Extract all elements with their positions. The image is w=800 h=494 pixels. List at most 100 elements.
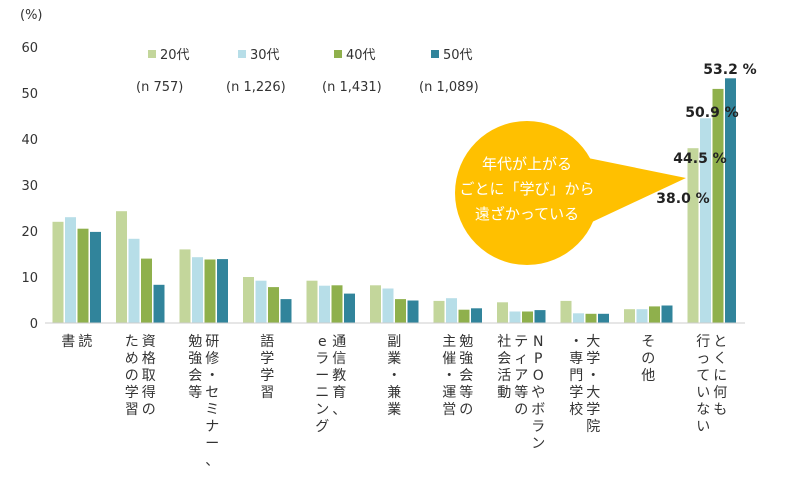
x-tick-label: ・専門学校 — [569, 334, 583, 418]
bar — [534, 310, 546, 323]
x-tick-text: 社会活動 — [497, 334, 511, 401]
x-tick-label: その他 — [641, 334, 655, 384]
legend-label: 30代 — [250, 48, 280, 63]
x-tick-text: 研修・セミナー、 — [205, 334, 219, 469]
data-label: 38.0 % — [656, 191, 709, 207]
bar — [471, 308, 482, 323]
bar — [128, 238, 140, 323]
bar — [509, 311, 521, 323]
bar — [687, 148, 699, 323]
x-tick-label: ための学習 — [125, 334, 139, 418]
x-tick-label: N P O やボラン — [531, 334, 545, 452]
bar — [268, 287, 279, 323]
x-tick-text: ティア等の — [514, 334, 528, 418]
bar — [624, 309, 635, 323]
legend-swatch — [431, 50, 439, 58]
bar — [192, 257, 203, 323]
callout-text: ごとに「学び」から — [459, 180, 594, 198]
bar — [280, 299, 292, 323]
y-tick-label: 20 — [21, 225, 38, 240]
bar — [407, 300, 419, 323]
bar — [497, 302, 508, 323]
data-label: 53.2 % — [703, 62, 756, 78]
y-tick-label: 40 — [21, 133, 38, 148]
x-tick-label: 行っていない — [696, 334, 710, 435]
bar — [141, 258, 152, 323]
legend-swatch — [238, 50, 246, 58]
bar — [255, 280, 267, 323]
bar — [65, 217, 76, 323]
y-tick-label: 50 — [21, 87, 38, 102]
data-label: 44.5 % — [673, 151, 726, 167]
legend-swatch — [334, 50, 342, 58]
bar — [700, 118, 711, 323]
bar — [712, 88, 724, 324]
bar — [458, 309, 470, 323]
x-tick-text: 大学・大学院 — [586, 334, 600, 435]
x-tick-label: 書 — [61, 334, 75, 350]
bar — [573, 313, 584, 323]
x-tick-label: 資格取得の — [142, 334, 156, 418]
x-tick-text: 資格取得の — [142, 334, 156, 418]
bar — [725, 78, 736, 323]
bar — [90, 231, 101, 323]
x-tick-label: 主催・運営 — [442, 334, 456, 418]
x-tick-label: e ラーニング — [315, 334, 329, 435]
bar — [560, 300, 572, 323]
legend-n: (n 757) — [136, 80, 183, 95]
bar — [331, 285, 343, 323]
bar — [433, 300, 445, 323]
x-tick-text: 勉強会等の — [459, 334, 473, 418]
x-tick-text: N P O やボラン — [531, 334, 545, 452]
x-tick-label: 勉強会等の — [459, 334, 473, 418]
legend-label: 40代 — [346, 48, 376, 63]
x-tick-text: 主催・運営 — [442, 334, 456, 418]
callout-pointer — [588, 158, 686, 222]
y-tick-label: 10 — [21, 271, 38, 286]
x-tick-label: 社会活動 — [497, 334, 511, 401]
x-tick-label: 勉強会等 — [188, 334, 202, 401]
y-axis: 0 10 20 30 40 50 60 — [21, 41, 38, 332]
callout-text: 遠ざかっている — [475, 205, 579, 223]
legend-label: 20代 — [160, 48, 190, 63]
bar — [153, 284, 165, 323]
x-tick-text: 通信教育、 — [332, 334, 346, 418]
bar — [370, 285, 381, 323]
x-tick-label: ティア等の — [514, 334, 528, 418]
bars — [52, 78, 736, 324]
x-tick-text: ・専門学校 — [569, 334, 583, 418]
x-tick-label: 読 — [78, 333, 92, 350]
y-tick-label: 30 — [21, 179, 38, 194]
x-tick-text: 読 — [78, 333, 92, 350]
bar — [217, 259, 228, 323]
bar — [636, 309, 648, 323]
bar — [649, 306, 660, 323]
bar — [344, 293, 355, 323]
bar — [598, 313, 609, 323]
bar — [77, 228, 89, 323]
x-tick-label: 通信教育、 — [332, 334, 346, 418]
bar — [306, 280, 318, 323]
bar — [522, 311, 533, 323]
legend: 20代 (n 757) 30代 (n 1,226) 40代 (n 1,431) 50代 (n … — [136, 48, 479, 95]
x-tick-label: 副業・兼業 — [387, 334, 401, 418]
x-tick-text: e ラーニング — [315, 334, 329, 435]
bar — [661, 305, 673, 323]
x-tick-text: とくに何も — [713, 334, 727, 418]
bar — [446, 298, 457, 323]
bar — [116, 211, 127, 323]
bar — [382, 288, 394, 323]
y-tick-label: 60 — [21, 41, 38, 56]
x-tick-text: 行っていない — [696, 334, 710, 435]
legend-swatch — [148, 50, 156, 58]
y-unit-label: (%) — [20, 8, 43, 23]
x-tick-text: その他 — [641, 334, 655, 384]
x-tick-text: 語学学習 — [260, 334, 274, 401]
x-tick-label: 研修・セミナー、 — [205, 334, 219, 469]
y-tick-label: 0 — [30, 317, 38, 332]
data-label: 50.9 % — [685, 105, 738, 121]
bar — [243, 277, 254, 323]
